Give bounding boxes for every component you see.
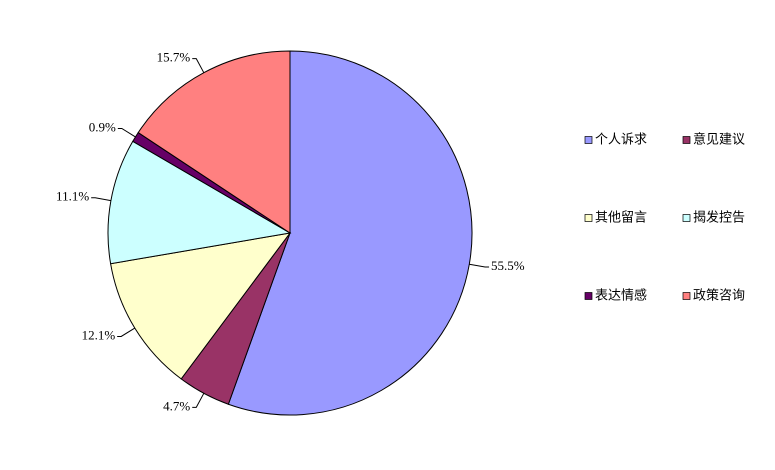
legend-label: 表达情感 (595, 288, 647, 304)
leader-line (469, 263, 490, 268)
leader-line (117, 327, 136, 337)
leader-line (91, 197, 111, 202)
data-label: 12.1% (82, 327, 116, 342)
legend-label: 揭发控告 (693, 210, 745, 226)
legend-label: 政策咨询 (693, 288, 745, 304)
pie-slice (227, 50, 473, 416)
legend-swatch (584, 214, 593, 222)
data-label: 11.1% (56, 189, 89, 204)
leader-line (117, 127, 136, 138)
legend-swatch (682, 136, 691, 144)
pie-slice (107, 140, 292, 265)
data-label: 0.9% (89, 119, 116, 134)
legend-label: 其他留言 (595, 211, 647, 226)
pie-slice (110, 232, 292, 380)
leader-line (192, 58, 205, 73)
legend-label: 意见建议 (693, 132, 745, 148)
legend-swatch (584, 136, 593, 144)
legend-swatch (682, 292, 691, 300)
leader-line (192, 393, 205, 408)
legend-label: 个人诉求 (595, 133, 647, 148)
data-label: 15.7% (157, 50, 191, 65)
legend-swatch (584, 292, 593, 300)
data-label: 55.5% (491, 258, 525, 273)
data-label: 4.7% (163, 398, 190, 413)
legend-swatch (682, 214, 691, 222)
